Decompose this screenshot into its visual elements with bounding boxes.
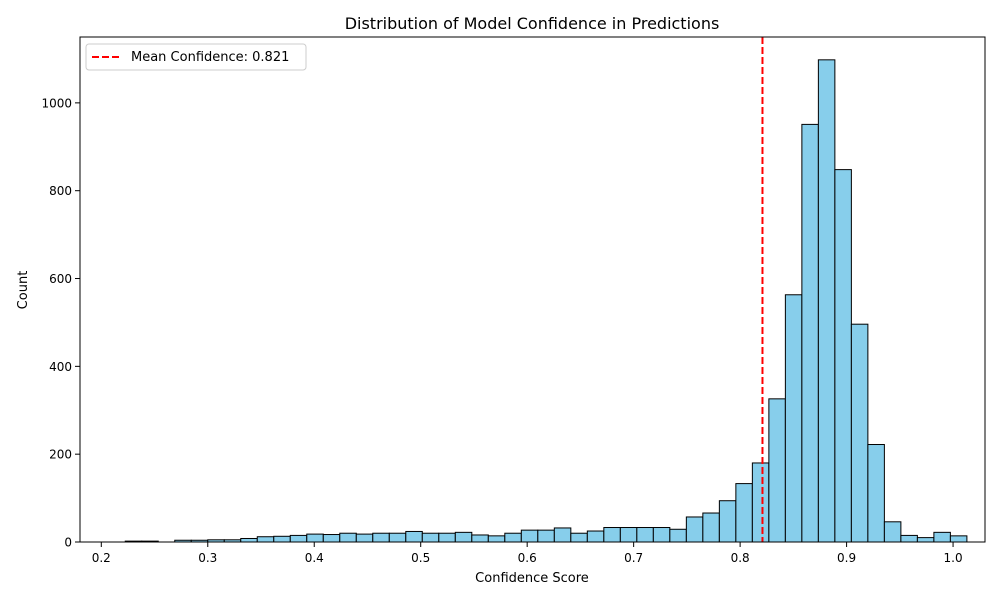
histogram-bar [933, 531, 951, 543]
histogram-bar [751, 462, 770, 543]
histogram-bar [421, 532, 440, 543]
x-tick-label: 0.4 [305, 551, 324, 565]
histogram-bar [355, 533, 374, 543]
x-tick-label: 0.9 [837, 551, 856, 565]
legend: Mean Confidence: 0.821 [85, 43, 307, 71]
x-tick-label: 0.7 [624, 551, 643, 565]
histogram-bar [570, 532, 588, 543]
histogram-bar [537, 529, 555, 543]
histogram-bar [487, 535, 506, 543]
histogram-bar [718, 500, 737, 543]
legend-entry-mean: Mean Confidence: 0.821 [131, 50, 289, 65]
histogram-bar [372, 532, 390, 543]
histogram-bar [438, 532, 456, 543]
histogram-bar [322, 534, 341, 543]
histogram-bar [306, 533, 324, 543]
x-tick-label: 0.8 [731, 551, 750, 565]
histogram-bar [916, 537, 935, 543]
histogram-bar [504, 532, 522, 543]
histogram-bar [685, 516, 704, 543]
x-tick-label: 0.3 [198, 551, 217, 565]
histogram-bar [669, 528, 687, 543]
histogram-bar [801, 123, 819, 543]
histogram-bar [553, 527, 572, 543]
x-tick-label: 0.2 [92, 551, 111, 565]
y-tick-label: 1000 [41, 96, 72, 110]
y-tick-label: 400 [49, 360, 72, 374]
histogram-bar [339, 532, 357, 543]
histogram-bar [850, 323, 869, 543]
histogram-bar [471, 534, 489, 543]
plot-area-frame [79, 36, 986, 543]
y-axis-label: Count [16, 271, 31, 310]
histogram-bar [586, 530, 605, 543]
x-axis-ticks: 0.2 0.3 0.4 0.5 0.6 0.7 0.8 0.9 1.0 [92, 542, 963, 565]
histogram-bar [949, 535, 968, 543]
histogram-bar [817, 59, 836, 543]
histogram-bar [636, 527, 654, 543]
y-tick-label: 200 [49, 448, 72, 462]
x-axis-label: Confidence Score [475, 571, 589, 586]
histogram-bar [652, 527, 671, 543]
histogram-bar [520, 529, 539, 543]
histogram-bars [124, 59, 968, 543]
histogram-bar [900, 534, 918, 543]
y-tick-label: 0 [64, 536, 72, 550]
histogram-bar [603, 527, 621, 543]
legend-box [85, 43, 307, 71]
x-tick-label: 0.6 [518, 551, 537, 565]
histogram-bar [388, 532, 407, 543]
y-axis-ticks: 0 200 400 600 800 1000 [41, 96, 80, 550]
histogram-bar [735, 483, 753, 543]
histogram-bar [619, 527, 638, 543]
x-tick-label: 0.5 [411, 551, 430, 565]
histogram-bar [768, 398, 786, 543]
histogram-bar [784, 294, 803, 543]
histogram-bar [454, 531, 473, 543]
x-tick-label: 1.0 [944, 551, 963, 565]
histogram-bar [273, 535, 291, 543]
y-tick-label: 600 [49, 272, 72, 286]
histogram-bar [256, 536, 275, 543]
y-tick-label: 800 [49, 184, 72, 198]
histogram-bar [834, 169, 852, 543]
chart-title: Distribution of Model Confidence in Pred… [345, 14, 720, 33]
histogram-bar [883, 521, 902, 543]
histogram-bar [702, 512, 720, 543]
histogram-bar [405, 530, 423, 543]
histogram-bar [289, 534, 308, 543]
histogram-bar [867, 444, 885, 543]
histogram-bar [240, 537, 258, 543]
